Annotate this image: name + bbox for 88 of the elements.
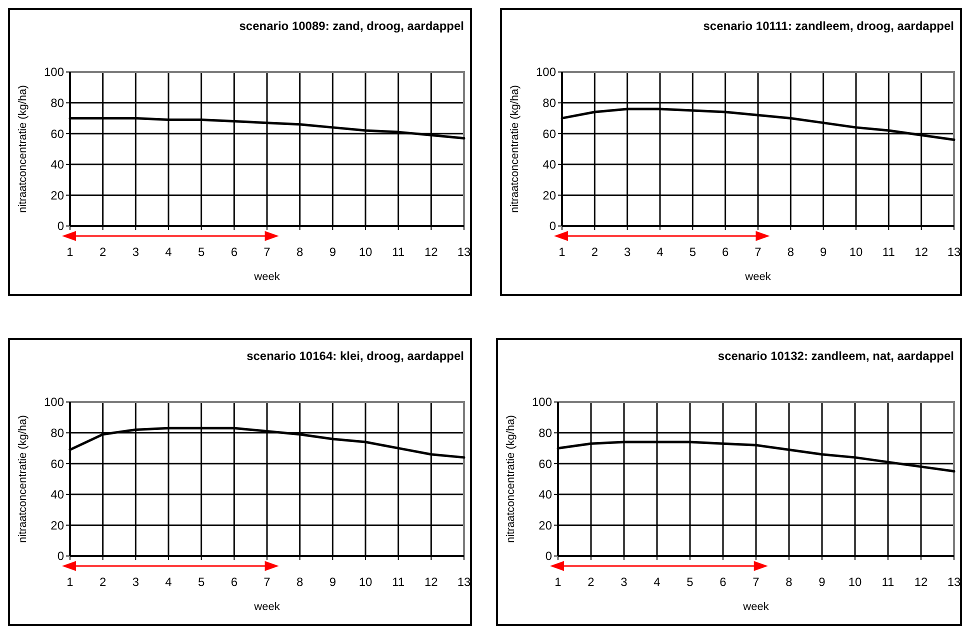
- y-tick-label: 80: [50, 426, 64, 440]
- chart-title: scenario 10132: zandleem, nat, aardappel: [718, 349, 954, 363]
- x-tick-label: 4: [165, 245, 172, 259]
- x-tick-label: 12: [914, 245, 928, 259]
- x-tick-label: 2: [99, 575, 106, 589]
- x-tick-label: 5: [198, 245, 205, 259]
- x-tick-label: 6: [720, 575, 727, 589]
- y-tick-label: 40: [50, 158, 64, 172]
- x-tick-label: 8: [787, 245, 794, 259]
- x-tick-label: 2: [591, 245, 598, 259]
- x-tick-label: 7: [264, 245, 271, 259]
- x-tick-label: 3: [624, 245, 631, 259]
- x-tick-label: 5: [198, 575, 205, 589]
- y-tick-label: 0: [549, 219, 556, 234]
- y-axis-title: nitraatconcentratie (kg/ha): [509, 85, 521, 213]
- x-axis-title: week: [742, 601, 770, 613]
- y-axis-title: nitraatconcentratie (kg/ha): [17, 415, 29, 543]
- x-tick-label: 4: [656, 245, 664, 259]
- x-tick-label: 2: [99, 245, 106, 259]
- chart-title: scenario 10089: zand, droog, aardappel: [239, 19, 464, 33]
- x-tick-label: 11: [882, 575, 895, 589]
- x-tick-label: 13: [947, 575, 961, 589]
- x-tick-label: 1: [66, 575, 74, 589]
- x-tick-label: 8: [296, 245, 304, 259]
- x-tick-label: 12: [424, 575, 438, 589]
- x-tick-label: 3: [132, 245, 140, 259]
- y-tick-label: 80: [542, 96, 556, 110]
- x-tick-label: 1: [554, 575, 562, 589]
- x-tick-label: 7: [752, 575, 760, 589]
- x-tick-label: 7: [264, 575, 271, 589]
- x-tick-label: 12: [914, 575, 928, 589]
- x-tick-label: 3: [132, 575, 140, 589]
- x-tick-label: 6: [230, 575, 238, 589]
- x-tick-label: 9: [820, 245, 827, 259]
- y-tick-label: 100: [532, 395, 552, 410]
- y-tick-label: 100: [44, 65, 64, 80]
- x-tick-label: 3: [620, 575, 628, 589]
- x-tick-label: 10: [358, 575, 372, 589]
- x-tick-label: 8: [786, 575, 793, 589]
- y-tick-label: 80: [538, 426, 552, 440]
- y-tick-label: 20: [542, 188, 556, 202]
- x-tick-label: 1: [66, 245, 74, 259]
- x-tick-label: 13: [457, 575, 471, 589]
- x-tick-label: 13: [947, 245, 961, 259]
- x-tick-label: 11: [882, 245, 896, 259]
- y-tick-label: 60: [50, 126, 64, 141]
- y-tick-label: 40: [50, 488, 64, 502]
- y-tick-label: 20: [50, 518, 64, 532]
- y-tick-label: 100: [44, 395, 64, 410]
- x-tick-label: 2: [588, 575, 595, 589]
- x-tick-label: 4: [165, 575, 172, 589]
- x-tick-label: 10: [849, 245, 863, 259]
- x-tick-label: 9: [329, 245, 336, 259]
- x-axis-title: week: [253, 271, 280, 283]
- y-tick-label: 40: [542, 158, 556, 172]
- chart-title: scenario 10111: zandleem, droog, aardappel: [703, 19, 954, 33]
- x-axis-title: week: [744, 271, 772, 283]
- y-tick-label: 80: [50, 96, 64, 110]
- x-tick-label: 6: [230, 245, 238, 259]
- x-tick-label: 6: [722, 245, 729, 259]
- x-tick-label: 11: [392, 245, 405, 259]
- chart-title: scenario 10164: klei, droog, aardappel: [246, 349, 464, 363]
- x-tick-label: 9: [329, 575, 336, 589]
- x-tick-label: 4: [654, 575, 661, 589]
- x-tick-label: 10: [848, 575, 862, 589]
- y-tick-label: 100: [536, 65, 556, 80]
- x-tick-label: 7: [754, 245, 762, 259]
- y-tick-label: 0: [545, 549, 552, 564]
- y-tick-label: 40: [538, 488, 552, 502]
- y-tick-label: 60: [538, 456, 552, 471]
- y-tick-label: 20: [538, 518, 552, 532]
- x-tick-label: 1: [558, 245, 566, 259]
- x-tick-label: 11: [392, 575, 405, 589]
- x-tick-label: 5: [689, 245, 696, 259]
- x-tick-label: 5: [686, 575, 694, 589]
- y-tick-label: 60: [50, 456, 64, 471]
- y-tick-label: 0: [57, 219, 64, 234]
- y-axis-title: nitraatconcentratie (kg/ha): [505, 415, 517, 543]
- y-tick-label: 20: [50, 188, 64, 202]
- y-tick-label: 0: [57, 549, 64, 564]
- x-tick-label: 10: [358, 245, 372, 259]
- y-tick-label: 60: [542, 126, 556, 141]
- x-tick-label: 8: [296, 575, 304, 589]
- y-axis-title: nitraatconcentratie (kg/ha): [17, 85, 29, 213]
- x-tick-label: 12: [424, 245, 438, 259]
- x-axis-title: week: [253, 601, 280, 613]
- x-tick-label: 9: [818, 575, 826, 589]
- x-tick-label: 13: [457, 245, 471, 259]
